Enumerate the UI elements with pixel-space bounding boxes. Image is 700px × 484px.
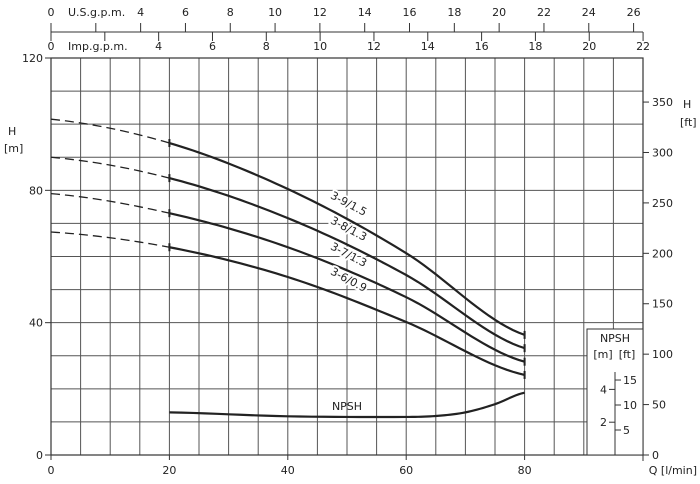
- x-tick-label: 60: [399, 464, 413, 477]
- us-gpm-tick-label: 14: [358, 6, 372, 19]
- y2-tick-label: 350: [652, 96, 673, 109]
- curve-dashed-3-8/1.3: [50, 156, 170, 179]
- imp-gpm-tick-label: 8: [263, 40, 270, 53]
- x-tick-label: 0: [48, 464, 55, 477]
- imp-gpm-axis-label: Imp.g.p.m.: [68, 40, 128, 53]
- top-flow-axes: U.S.g.p.m. Imp.g.p.m. 0 4 6 8 10 12 14 16 18 20 22…: [48, 6, 651, 53]
- us-gpm-tick-label: 26: [627, 6, 641, 19]
- y-axis-label: H: [8, 125, 16, 138]
- y-axis-unit: [m]: [4, 142, 23, 155]
- y2-axis-label: H: [683, 98, 691, 111]
- curve-3-9/1.5: [169, 141, 525, 336]
- y2-tick-label: 0: [652, 449, 659, 462]
- us-gpm-tick-label: 0: [48, 6, 55, 19]
- y2-tick-label: 50: [652, 399, 666, 412]
- imp-gpm-tick-label: 6: [209, 40, 216, 53]
- npsh-scale-title: NPSH: [600, 332, 630, 345]
- y2-tick-label: 300: [652, 146, 673, 159]
- curve-3-7/1.3: [169, 212, 525, 363]
- npsh-m-tick-label: 4: [600, 383, 607, 396]
- curve-3-8/1.3: [169, 177, 525, 350]
- y-tick-label: 0: [36, 449, 43, 462]
- us-gpm-tick-label: 12: [313, 6, 327, 19]
- imp-gpm-tick-label: 12: [367, 40, 381, 53]
- us-gpm-axis-label: U.S.g.p.m.: [68, 6, 125, 19]
- npsh-unit-ft: [ft]: [619, 348, 636, 361]
- curve-dashed-3-6/0.9: [50, 231, 170, 248]
- curve-dashed-3-9/1.5: [50, 118, 170, 144]
- plot-frame: [50, 57, 644, 456]
- curve-3-6/0.9: [169, 246, 525, 377]
- us-gpm-tick-label: 18: [447, 6, 461, 19]
- x-tick-label: 80: [518, 464, 532, 477]
- y-tick-label: 80: [29, 184, 43, 197]
- curve-dashed-3-7/1.3: [50, 192, 170, 214]
- npsh-curve: [169, 391, 525, 419]
- us-gpm-tick-label: 24: [582, 6, 596, 19]
- us-gpm-tick-label: 20: [492, 6, 506, 19]
- npsh-ft-tick-label: 15: [623, 374, 637, 387]
- npsh-ft-tick-label: 10: [623, 399, 637, 412]
- imp-gpm-tick-label: 4: [155, 40, 162, 53]
- npsh-curve-label: NPSH: [332, 400, 362, 413]
- us-gpm-tick-label: 6: [182, 6, 189, 19]
- x-tick-label: 20: [162, 464, 176, 477]
- axes: 0 40 80 120 0 20 40 60 80 0 50 100 150 200 250 300 350: [22, 52, 673, 477]
- imp-gpm-tick-label: 18: [528, 40, 542, 53]
- imp-gpm-tick-label: 14: [421, 40, 435, 53]
- imp-gpm-tick-label: 0: [48, 40, 55, 53]
- us-gpm-tick-label: 10: [268, 6, 282, 19]
- npsh-unit-m: [m]: [593, 348, 612, 361]
- y-tick-label: 120: [22, 52, 43, 65]
- grid: [50, 57, 644, 456]
- imp-gpm-tick-label: 20: [582, 40, 596, 53]
- npsh-m-tick-label: 2: [600, 416, 607, 429]
- npsh-scale-box: NPSH [m] [ft] 2 4 5 10 15: [586, 328, 644, 456]
- imp-gpm-tick-label: 22: [636, 40, 650, 53]
- npsh-ft-tick-label: 5: [623, 424, 630, 437]
- y2-tick-label: 250: [652, 197, 673, 210]
- imp-gpm-tick-label: 10: [313, 40, 327, 53]
- y2-tick-label: 200: [652, 247, 673, 260]
- y2-tick-label: 100: [652, 348, 673, 361]
- us-gpm-tick-label: 16: [403, 6, 417, 19]
- y2-tick-label: 150: [652, 298, 673, 311]
- y2-axis-unit: [ft]: [680, 116, 697, 129]
- us-gpm-tick-label: 22: [537, 6, 551, 19]
- y-tick-label: 40: [29, 317, 43, 330]
- x-axis-label: Q [l/min]: [649, 464, 697, 477]
- x-tick-label: 40: [281, 464, 295, 477]
- us-gpm-tick-label: 8: [227, 6, 234, 19]
- us-gpm-tick-label: 4: [137, 6, 144, 19]
- imp-gpm-tick-label: 16: [475, 40, 489, 53]
